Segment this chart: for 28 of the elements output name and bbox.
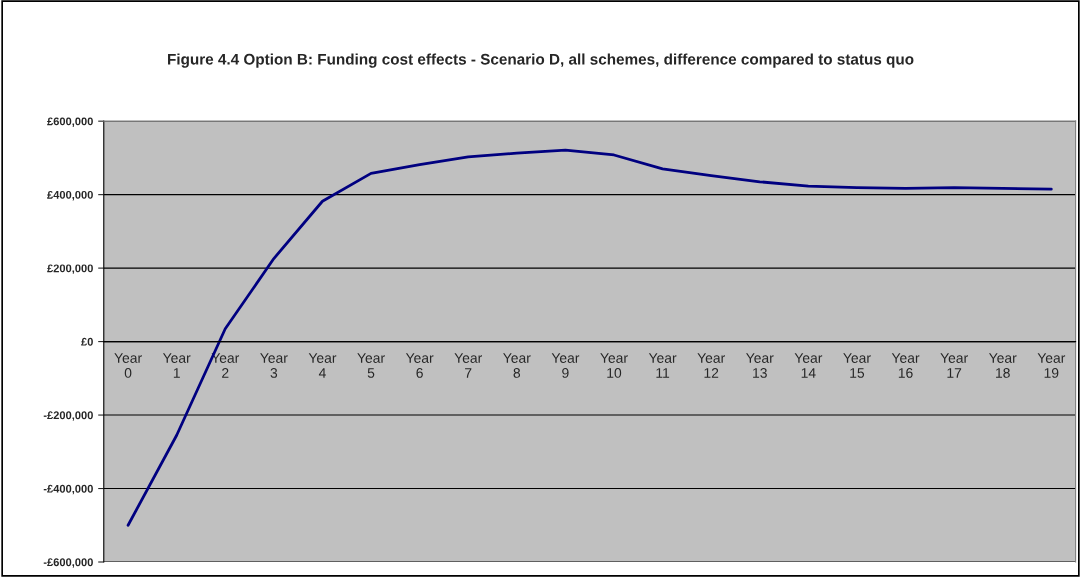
x-tick-label: Year 0 xyxy=(114,353,142,378)
x-tick-label: Year 14 xyxy=(794,353,823,378)
y-tick-label: £0 xyxy=(81,337,93,346)
y-tick-label: -£200,000 xyxy=(43,411,93,421)
x-tick-label: Year 1 xyxy=(162,353,191,378)
x-tick-label: Year 2 xyxy=(211,353,240,378)
x-tick-label: Year 3 xyxy=(260,353,288,378)
x-tick-label: Year 17 xyxy=(940,353,968,378)
x-tick-label: Year 19 xyxy=(1037,353,1066,378)
x-tick-label: Year 12 xyxy=(697,353,725,378)
x-tick-label: Year 9 xyxy=(551,353,580,378)
y-tick-label: -£600,000 xyxy=(43,558,93,568)
x-tick-label: Year 7 xyxy=(454,353,483,378)
x-tick-label: Year 13 xyxy=(746,353,774,378)
x-tick-label: Year 5 xyxy=(357,353,385,378)
y-tick-label: £200,000 xyxy=(47,264,93,274)
x-tick-label: Year 15 xyxy=(843,353,871,378)
chart-title: Figure 4.4 Option B: Funding cost effects - Scenario D, all schemes, difference compared to status quo xyxy=(168,53,914,68)
y-tick-label: £600,000 xyxy=(47,117,93,127)
y-tick-label: £400,000 xyxy=(47,190,93,201)
x-tick-label: Year 6 xyxy=(405,353,434,378)
x-tick-label: Year 8 xyxy=(503,353,531,378)
x-tick-label: Year 18 xyxy=(988,353,1017,378)
x-tick-label: Year 16 xyxy=(891,353,920,378)
x-tick-label: Year 11 xyxy=(648,353,677,378)
x-tick-label: Year 4 xyxy=(308,353,337,378)
y-tick-label: -£400,000 xyxy=(43,484,93,495)
x-tick-label: Year 10 xyxy=(600,353,628,378)
